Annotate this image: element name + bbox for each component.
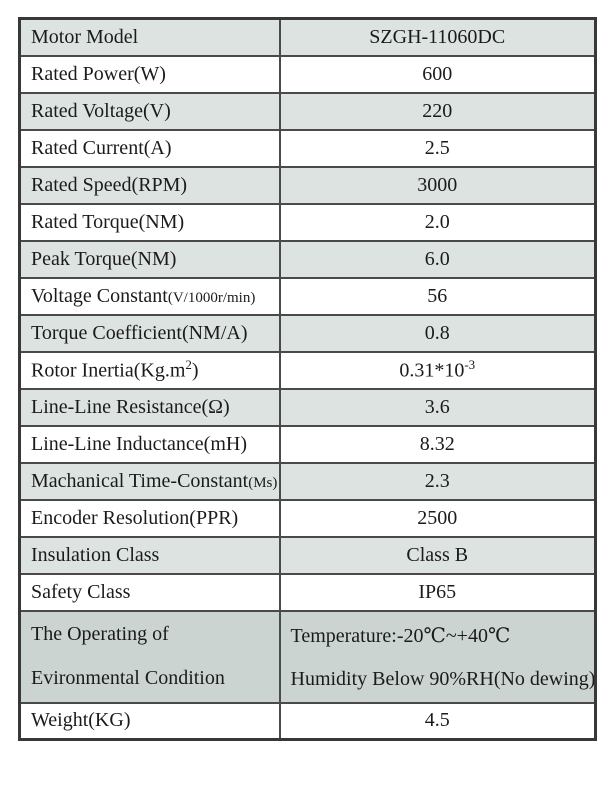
cell-line: 0.8 bbox=[424, 321, 450, 344]
cell-line: 4.5 bbox=[424, 709, 450, 732]
cell-line: Rated Speed(RPM) bbox=[31, 173, 188, 196]
table-row: Rated Power(W) 600 bbox=[18, 54, 597, 94]
cell-line: Evironmental Condition bbox=[31, 667, 225, 689]
spec-label-cell: Insulation Class bbox=[18, 535, 281, 575]
cell-line: SZGH-11060DC bbox=[369, 25, 506, 48]
table-row: Line-Line Resistance(Ω) 3.6 bbox=[18, 387, 597, 427]
cell-line: Rated Power(W) bbox=[31, 62, 166, 85]
table-row: Rotor Inertia(Kg.m2) 0.31*10-3 bbox=[18, 350, 597, 390]
table-row: Rated Voltage(V) 220 bbox=[18, 91, 597, 131]
cell-line: Line-Line Inductance(mH) bbox=[31, 432, 248, 455]
spec-label-cell: Torque Coefficient(NM/A) bbox=[18, 313, 281, 353]
spec-label-cell: Line-Line Inductance(mH) bbox=[18, 424, 281, 464]
spec-value-cell: 220 bbox=[278, 91, 597, 131]
cell-line: Voltage Constant(V/1000r/min) bbox=[31, 284, 256, 307]
spec-value-cell: 6.0 bbox=[278, 239, 597, 279]
table-row: Machanical Time-Constant(Ms) 2.3 bbox=[18, 461, 597, 501]
cell-line: 2.5 bbox=[424, 136, 450, 159]
table-row: Safety Class IP65 bbox=[18, 572, 597, 612]
cell-line: 8.32 bbox=[419, 432, 455, 455]
cell-line: Rotor Inertia(Kg.m2) bbox=[31, 357, 199, 382]
spec-value-cell: 0.31*10-3 bbox=[278, 350, 597, 390]
spec-label-cell: Weight(KG) bbox=[18, 701, 281, 741]
spec-value-cell: Class B bbox=[278, 535, 597, 575]
cell-line: Weight(KG) bbox=[31, 709, 131, 732]
table-row: Motor Model SZGH-11060DC bbox=[18, 17, 597, 57]
cell-line: Rated Torque(NM) bbox=[31, 210, 185, 233]
table-row: Peak Torque(NM) 6.0 bbox=[18, 239, 597, 279]
cell-line: 2.3 bbox=[424, 469, 450, 492]
cell-line: Motor Model bbox=[31, 25, 139, 48]
cell-line: Rated Current(A) bbox=[31, 136, 172, 159]
table-row: Torque Coefficient(NM/A) 0.8 bbox=[18, 313, 597, 353]
table-row: Rated Speed(RPM) 3000 bbox=[18, 165, 597, 205]
spec-value-cell: 2.5 bbox=[278, 128, 597, 168]
cell-line: Line-Line Resistance(Ω) bbox=[31, 395, 230, 418]
cell-line: Peak Torque(NM) bbox=[31, 247, 177, 270]
cell-line: 220 bbox=[422, 99, 453, 122]
table-row: Rated Current(A) 2.5 bbox=[18, 128, 597, 168]
spec-value-cell: 2500 bbox=[278, 498, 597, 538]
table-row: Rated Torque(NM) 2.0 bbox=[18, 202, 597, 242]
spec-value-cell: 2.3 bbox=[278, 461, 597, 501]
cell-line: 0.31*10-3 bbox=[399, 357, 476, 382]
spec-value-cell: 3.6 bbox=[278, 387, 597, 427]
motor-spec-table: Motor Model SZGH-11060DC Rated Power(W) … bbox=[18, 17, 597, 741]
spec-label-cell: The Operating of Evironmental Condition bbox=[18, 609, 281, 704]
cell-line: Temperature:-20℃~+40℃ bbox=[290, 624, 511, 647]
cell-line: Torque Coefficient(NM/A) bbox=[31, 321, 248, 344]
spec-value-cell: Temperature:-20℃~+40℃ Humidity Below 90%R… bbox=[278, 609, 597, 704]
cell-line: 2.0 bbox=[424, 210, 450, 233]
spec-table-body: Motor Model SZGH-11060DC Rated Power(W) … bbox=[18, 17, 597, 741]
spec-label-cell: Rated Power(W) bbox=[18, 54, 281, 94]
cell-line: IP65 bbox=[418, 580, 457, 603]
table-row: The Operating of Evironmental Condition T… bbox=[18, 609, 597, 704]
spec-value-cell: 3000 bbox=[278, 165, 597, 205]
spec-label-cell: Rated Torque(NM) bbox=[18, 202, 281, 242]
cell-line: Class B bbox=[406, 543, 469, 566]
spec-label-cell: Rotor Inertia(Kg.m2) bbox=[18, 350, 281, 390]
spec-label-cell: Machanical Time-Constant(Ms) bbox=[18, 461, 281, 501]
table-row: Voltage Constant(V/1000r/min) 56 bbox=[18, 276, 597, 316]
table-row: Weight(KG) 4.5 bbox=[18, 701, 597, 741]
spec-label-cell: Rated Speed(RPM) bbox=[18, 165, 281, 205]
cell-line: 6.0 bbox=[424, 247, 450, 270]
spec-value-cell: 4.5 bbox=[278, 701, 597, 741]
spec-label-cell: Motor Model bbox=[18, 17, 281, 57]
spec-label-cell: Rated Voltage(V) bbox=[18, 91, 281, 131]
cell-line: 56 bbox=[427, 284, 448, 307]
spec-value-cell: 8.32 bbox=[278, 424, 597, 464]
spec-value-cell: IP65 bbox=[278, 572, 597, 612]
cell-line: Safety Class bbox=[31, 580, 131, 603]
spec-label-cell: Encoder Resolution(PPR) bbox=[18, 498, 281, 538]
spec-value-cell: 2.0 bbox=[278, 202, 597, 242]
cell-line: Rated Voltage(V) bbox=[31, 99, 171, 122]
spec-label-cell: Safety Class bbox=[18, 572, 281, 612]
table-row: Insulation Class Class B bbox=[18, 535, 597, 575]
cell-line: Machanical Time-Constant(Ms) bbox=[31, 469, 278, 492]
spec-label-cell: Voltage Constant(V/1000r/min) bbox=[18, 276, 281, 316]
cell-line: Humidity Below 90%RH(No dewing) bbox=[290, 667, 596, 690]
spec-label-cell: Rated Current(A) bbox=[18, 128, 281, 168]
cell-line: 3000 bbox=[417, 173, 458, 196]
cell-line: The Operating of bbox=[31, 623, 169, 645]
cell-line: 600 bbox=[422, 62, 453, 85]
cell-line: 3.6 bbox=[424, 395, 450, 418]
cell-line: Insulation Class bbox=[31, 543, 160, 566]
spec-value-cell: 0.8 bbox=[278, 313, 597, 353]
cell-line: 2500 bbox=[417, 506, 458, 529]
spec-label-cell: Line-Line Resistance(Ω) bbox=[18, 387, 281, 427]
spec-label-cell: Peak Torque(NM) bbox=[18, 239, 281, 279]
spec-value-cell: SZGH-11060DC bbox=[278, 17, 597, 57]
cell-line: Encoder Resolution(PPR) bbox=[31, 506, 239, 529]
table-row: Line-Line Inductance(mH) 8.32 bbox=[18, 424, 597, 464]
spec-value-cell: 600 bbox=[278, 54, 597, 94]
spec-value-cell: 56 bbox=[278, 276, 597, 316]
table-row: Encoder Resolution(PPR) 2500 bbox=[18, 498, 597, 538]
